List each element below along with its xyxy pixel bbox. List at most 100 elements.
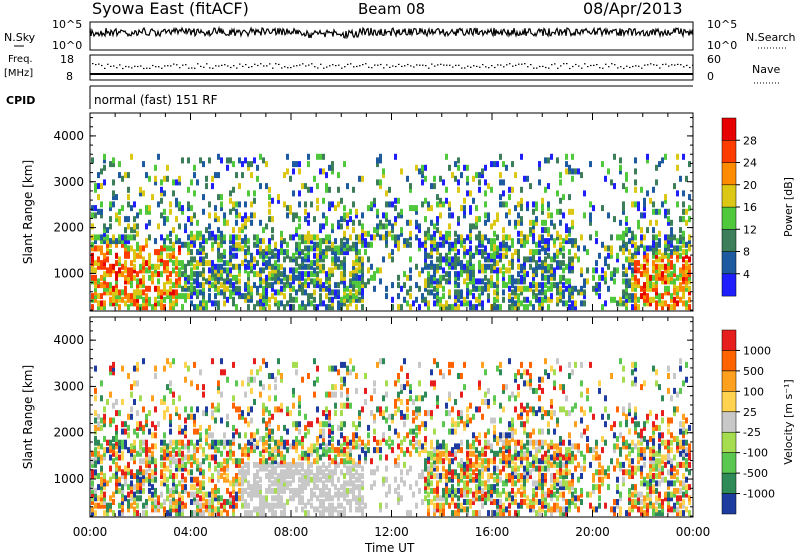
data-cell	[472, 223, 475, 230]
data-cell	[622, 263, 625, 270]
data-cell	[415, 502, 418, 509]
data-cell	[418, 443, 421, 450]
data-cell	[196, 271, 199, 278]
data-cell	[163, 399, 166, 405]
data-cell	[307, 256, 310, 263]
data-cell	[277, 252, 280, 259]
data-cell	[136, 487, 139, 494]
data-cell	[133, 252, 136, 259]
data-cell	[550, 267, 553, 274]
data-cell	[409, 205, 412, 212]
data-cell	[340, 402, 343, 409]
data-cell	[94, 365, 97, 372]
data-cell	[667, 216, 670, 223]
data-cell	[457, 495, 460, 502]
data-cell	[436, 241, 439, 248]
data-cell	[532, 274, 535, 281]
data-cell	[211, 230, 214, 237]
data-cell	[190, 249, 193, 256]
data-cell	[679, 296, 682, 303]
data-cell	[343, 271, 346, 278]
data-cell	[103, 252, 106, 259]
nave-dot	[647, 64, 649, 66]
data-cell	[463, 212, 466, 219]
data-cell	[685, 263, 688, 270]
data-cell	[343, 450, 346, 457]
data-cell	[349, 358, 352, 365]
data-cell	[199, 245, 202, 252]
data-cell	[427, 201, 430, 208]
data-cell	[667, 274, 670, 281]
data-cell	[577, 289, 580, 296]
data-cell	[472, 413, 475, 420]
data-cell	[283, 506, 286, 513]
data-cell	[442, 473, 445, 479]
data-cell	[208, 293, 211, 300]
data-cell	[232, 227, 235, 234]
data-cell	[355, 484, 358, 491]
data-cell	[247, 491, 250, 498]
data-cell	[91, 506, 94, 513]
data-cell	[151, 395, 154, 402]
data-cell	[412, 205, 415, 212]
data-cell	[658, 238, 661, 245]
data-cell	[226, 487, 229, 494]
data-cell	[673, 296, 676, 303]
data-cell	[118, 234, 121, 241]
data-cell	[448, 476, 451, 483]
data-cell	[202, 495, 205, 502]
data-cell	[406, 469, 409, 476]
data-cell	[154, 491, 157, 498]
data-cell	[142, 406, 145, 413]
data-cell	[529, 219, 532, 226]
nave-dot	[344, 66, 346, 68]
data-cell	[358, 421, 361, 428]
data-cell	[490, 458, 493, 465]
data-cell	[238, 212, 241, 219]
data-cell	[94, 491, 97, 498]
data-cell	[265, 296, 268, 303]
data-cell	[502, 465, 505, 472]
data-cell	[295, 256, 298, 263]
data-cell	[427, 473, 430, 479]
nave-dot	[122, 67, 124, 70]
data-cell	[280, 373, 283, 379]
data-cell	[421, 293, 424, 300]
data-cell	[169, 304, 172, 311]
data-cell	[121, 491, 124, 498]
nave-dot	[125, 65, 127, 68]
data-cell	[307, 263, 310, 270]
data-cell	[211, 454, 214, 461]
data-cell	[331, 428, 334, 435]
data-cell	[418, 223, 421, 230]
data-cell	[106, 502, 109, 509]
data-cell	[163, 510, 166, 517]
data-cell	[550, 219, 553, 226]
data-cell	[298, 469, 301, 476]
data-cell	[280, 480, 283, 487]
data-cell	[334, 402, 337, 409]
data-cell	[517, 271, 520, 278]
data-cell	[670, 304, 673, 311]
data-cell	[430, 260, 433, 267]
data-cell	[178, 271, 181, 278]
data-cell	[187, 245, 190, 252]
data-cell	[265, 447, 268, 454]
data-cell	[583, 300, 586, 307]
data-cell	[469, 289, 472, 296]
data-cell	[115, 436, 118, 442]
data-cell	[589, 216, 592, 223]
data-cell	[313, 491, 316, 498]
data-cell	[421, 421, 424, 428]
data-cell	[94, 417, 97, 424]
data-cell	[94, 234, 97, 241]
data-cell	[265, 473, 268, 479]
data-cell	[340, 223, 343, 230]
data-cell	[139, 190, 142, 197]
data-cell	[127, 296, 130, 303]
data-cell	[400, 230, 403, 237]
data-cell	[340, 432, 343, 439]
data-cell	[481, 263, 484, 270]
data-cell	[226, 476, 229, 483]
data-cell	[475, 172, 478, 179]
